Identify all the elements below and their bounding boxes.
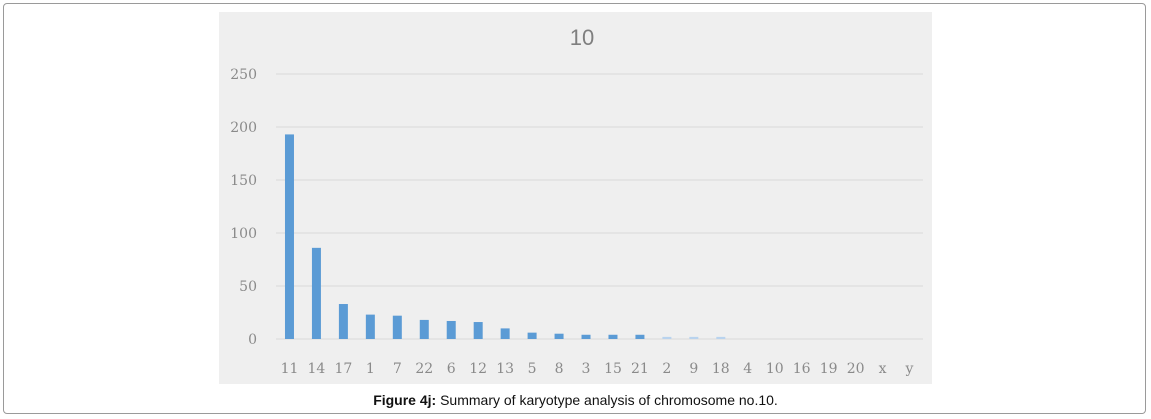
bar-5 [527,332,537,339]
x-tick-label: 12 [469,361,487,377]
bar-11 [284,134,294,339]
x-tick-label: 6 [447,361,456,377]
x-tick-label: 5 [528,361,537,377]
caption-text: Summary of karyotype analysis of chromos… [436,392,778,408]
x-tick-label: y [905,361,914,377]
x-tick-label: 14 [308,361,326,377]
x-tick-label: 19 [820,361,838,377]
x-tick-label: 8 [555,361,564,377]
x-tick-label: 7 [393,361,402,377]
y-tick-label: 250 [230,67,257,83]
bar-12 [473,322,483,339]
x-tick-label: x [879,361,887,377]
x-tick-label: 4 [743,361,752,377]
x-tick-label: 21 [631,361,649,377]
y-tick-label: 50 [239,279,257,295]
y-tick-label: 0 [248,332,257,348]
bar-22 [419,319,429,339]
y-axis-ticks: 0 50 100 150 200 250 [230,67,257,348]
figure-caption: Figure 4j: Summary of karyotype analysis… [0,392,1151,408]
bar-9 [689,336,699,339]
bar-8 [554,333,564,339]
y-tick-label: 100 [230,226,257,242]
bar-17 [338,304,348,339]
x-tick-label: 1 [366,361,375,377]
x-tick-label: 13 [496,361,514,377]
chart-panel: 10 0 50 100 150 200 250 11 14 17 1 7 22 6 12 13 5 8 3 15 2… [219,12,932,384]
x-tick-label: 3 [582,361,591,377]
bar-21 [635,334,645,339]
x-tick-label: 16 [793,361,811,377]
bar-13 [500,328,510,339]
y-tick-label: 150 [230,173,257,189]
bar-7 [392,315,402,339]
bar-15 [608,334,618,339]
chart-title: 10 [570,25,594,50]
x-tick-label: 11 [281,361,299,377]
y-tick-label: 200 [230,120,257,136]
x-axis-ticks: 11 14 17 1 7 22 6 12 13 5 8 3 15 21 2 9 18 4 10 16 19 20 x y [281,361,914,377]
bars [284,134,726,339]
x-tick-label: 2 [662,361,671,377]
bar-18 [716,336,726,339]
bar-2 [662,336,672,339]
gridlines [276,73,923,340]
x-tick-label: 10 [766,361,784,377]
x-tick-label: 20 [847,361,865,377]
caption-label: Figure 4j: [373,392,437,408]
x-tick-label: 17 [334,361,352,377]
x-tick-label: 15 [604,361,622,377]
bar-1 [365,314,375,339]
x-tick-label: 18 [712,361,730,377]
bar-6 [446,320,456,339]
x-tick-label: 22 [415,361,433,377]
bar-3 [581,334,591,339]
x-tick-label: 9 [689,361,698,377]
bar-14 [311,247,321,339]
